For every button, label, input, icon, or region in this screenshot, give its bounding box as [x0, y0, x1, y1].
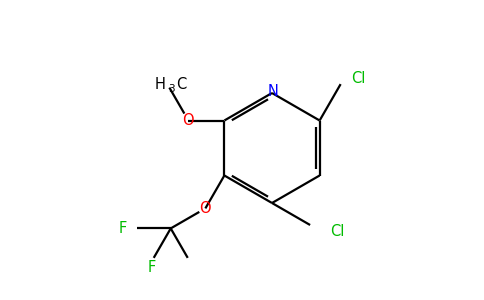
Text: H: H	[154, 77, 166, 92]
Text: O: O	[182, 113, 194, 128]
Text: Cl: Cl	[350, 70, 365, 86]
Text: 3: 3	[168, 84, 175, 94]
Text: F: F	[148, 260, 156, 275]
Text: F: F	[119, 221, 127, 236]
Text: Cl: Cl	[330, 224, 345, 238]
Text: C: C	[176, 77, 187, 92]
Text: O: O	[199, 201, 211, 216]
Text: N: N	[268, 85, 278, 100]
